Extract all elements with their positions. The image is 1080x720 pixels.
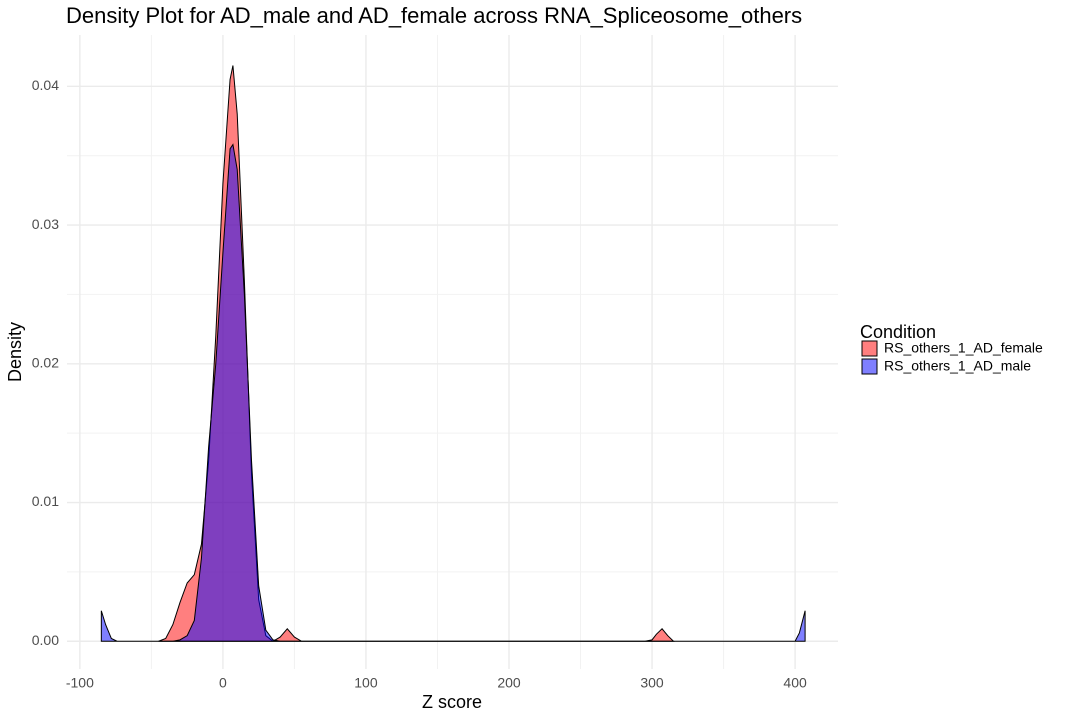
- x-tick-label: -100: [66, 675, 94, 691]
- y-tick-label: 0.04: [32, 77, 59, 93]
- x-tick-label: 300: [640, 675, 664, 691]
- y-axis-title: Density: [5, 322, 25, 382]
- x-tick-label: 400: [783, 675, 807, 691]
- x-tick-label: 200: [497, 675, 521, 691]
- y-tick-label: 0.03: [32, 216, 59, 232]
- x-tick-label: 0: [219, 675, 227, 691]
- legend-title: Condition: [860, 322, 936, 342]
- chart-title: Density Plot for AD_male and AD_female a…: [66, 3, 802, 28]
- x-tick-label: 100: [354, 675, 378, 691]
- legend-label: RS_others_1_AD_male: [884, 358, 1031, 374]
- legend-key: [861, 340, 878, 357]
- y-tick-label: 0.01: [32, 493, 59, 509]
- legend-label: RS_others_1_AD_female: [884, 340, 1043, 356]
- legend-key: [861, 358, 878, 375]
- x-axis-title: Z score: [422, 692, 482, 712]
- density-area: [100, 143, 806, 642]
- y-tick-label: 0.02: [32, 354, 59, 370]
- y-tick-label: 0.00: [32, 632, 59, 648]
